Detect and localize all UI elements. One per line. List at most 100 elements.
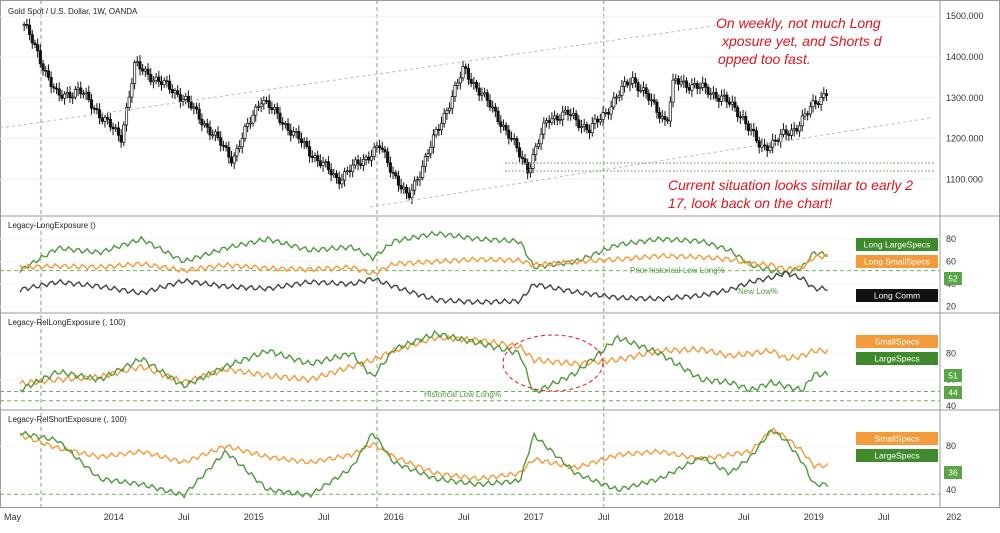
candle-body bbox=[216, 131, 220, 138]
badge bbox=[944, 386, 962, 399]
candle-body bbox=[235, 148, 239, 157]
candle-body bbox=[534, 146, 538, 155]
candle-body bbox=[466, 68, 470, 80]
candle-body bbox=[698, 87, 702, 89]
candle-body bbox=[561, 111, 565, 120]
candle-body bbox=[763, 144, 767, 147]
candle-body bbox=[588, 129, 592, 134]
candle-body bbox=[472, 82, 476, 84]
candle-body bbox=[736, 107, 740, 118]
candle-body bbox=[542, 122, 546, 135]
candle-body bbox=[404, 186, 409, 194]
candle-body bbox=[221, 144, 225, 147]
candle-body bbox=[437, 129, 441, 131]
candle-body bbox=[44, 69, 48, 72]
candle-body bbox=[200, 118, 204, 126]
candle-body bbox=[63, 93, 67, 99]
candle-body bbox=[456, 82, 460, 86]
indicator-tick-label: 80 bbox=[946, 441, 956, 451]
price-tick-label: 1400.000 bbox=[946, 52, 984, 62]
candle-body bbox=[54, 87, 59, 90]
candle-body bbox=[426, 153, 430, 157]
candle-body bbox=[46, 70, 50, 78]
indicator-tick-label: 80 bbox=[946, 348, 956, 358]
candle-body bbox=[555, 115, 559, 121]
candle-body bbox=[407, 192, 411, 199]
candle-body bbox=[224, 145, 228, 148]
candle-body bbox=[806, 113, 810, 116]
candle-body bbox=[779, 134, 783, 142]
candle-body bbox=[596, 118, 600, 123]
candle-body bbox=[585, 124, 589, 131]
candle-body bbox=[313, 155, 317, 159]
candle-body bbox=[819, 97, 823, 105]
candle-body bbox=[730, 101, 734, 105]
candle-body bbox=[232, 155, 236, 164]
candle-body bbox=[795, 128, 799, 132]
candle-body bbox=[122, 124, 126, 143]
candle-body bbox=[439, 122, 444, 131]
candle-body bbox=[127, 96, 131, 108]
candle-body bbox=[391, 171, 395, 174]
candle-body bbox=[194, 106, 199, 110]
candle-body bbox=[644, 87, 648, 94]
candle-body bbox=[709, 93, 713, 96]
candle-body bbox=[803, 113, 807, 117]
candle-body bbox=[663, 116, 667, 120]
candle-body bbox=[547, 120, 551, 123]
candle-body bbox=[461, 66, 465, 79]
candle-body bbox=[71, 96, 75, 99]
price-trendlines bbox=[0, 24, 935, 208]
price-candles bbox=[22, 18, 829, 205]
badge bbox=[856, 335, 938, 348]
candle-body bbox=[378, 145, 382, 149]
x-tick-label: 2014 bbox=[104, 512, 124, 522]
candle-body bbox=[733, 101, 737, 108]
x-tick-label: 2018 bbox=[664, 512, 684, 522]
candle-body bbox=[491, 106, 495, 109]
candle-body bbox=[273, 107, 277, 111]
badge-label: Long Comm bbox=[874, 291, 920, 301]
candle-body bbox=[111, 126, 115, 130]
candle-body bbox=[173, 90, 177, 94]
candle-body bbox=[649, 99, 654, 102]
candle-body bbox=[219, 137, 223, 146]
badge bbox=[944, 369, 962, 382]
candle-body bbox=[243, 126, 247, 139]
candle-body bbox=[124, 107, 129, 126]
price-tick-label: 1200.000 bbox=[946, 134, 984, 144]
candle-body bbox=[674, 78, 678, 81]
candle-body bbox=[181, 99, 185, 102]
candle-body bbox=[394, 172, 398, 177]
candle-body bbox=[719, 95, 724, 102]
candle-body bbox=[714, 91, 718, 99]
pane-note: Prior historical Low Long% bbox=[630, 266, 725, 275]
x-tick-label: Jul bbox=[458, 512, 470, 522]
candle-body bbox=[149, 74, 153, 83]
candle-body bbox=[744, 115, 748, 125]
candle-body bbox=[114, 127, 118, 130]
candle-body bbox=[749, 128, 753, 132]
candle-body bbox=[811, 100, 815, 108]
candle-body bbox=[752, 128, 756, 132]
candle-body bbox=[57, 88, 61, 96]
candle-body bbox=[334, 173, 339, 178]
indicator-panes: Legacy-LongExposure () 80 60 40 20 Long Large… bbox=[0, 221, 962, 499]
candle-body bbox=[458, 77, 462, 84]
candle-body bbox=[706, 86, 710, 95]
candle-body bbox=[184, 95, 188, 100]
candle-body bbox=[579, 126, 584, 129]
badge-label: LargeSpecs bbox=[874, 451, 919, 461]
candle-body bbox=[625, 81, 629, 86]
candle-body bbox=[294, 130, 298, 133]
candle-body bbox=[178, 94, 182, 102]
candle-body bbox=[647, 93, 651, 101]
candle-body bbox=[582, 124, 586, 127]
candle-body bbox=[399, 184, 403, 190]
candle-body bbox=[95, 108, 99, 111]
candle-body bbox=[340, 179, 344, 185]
candle-body bbox=[299, 138, 304, 144]
badge-label: 44 bbox=[948, 388, 958, 398]
candle-body bbox=[493, 106, 497, 112]
candle-body bbox=[38, 50, 42, 65]
